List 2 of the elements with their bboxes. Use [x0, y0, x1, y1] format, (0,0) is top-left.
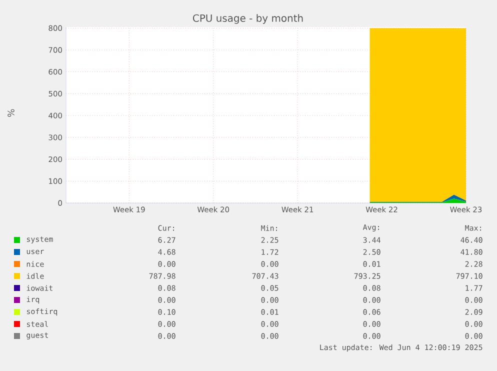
y-axis-title: % — [8, 109, 14, 117]
chart-title: CPU usage - by month — [192, 14, 303, 24]
